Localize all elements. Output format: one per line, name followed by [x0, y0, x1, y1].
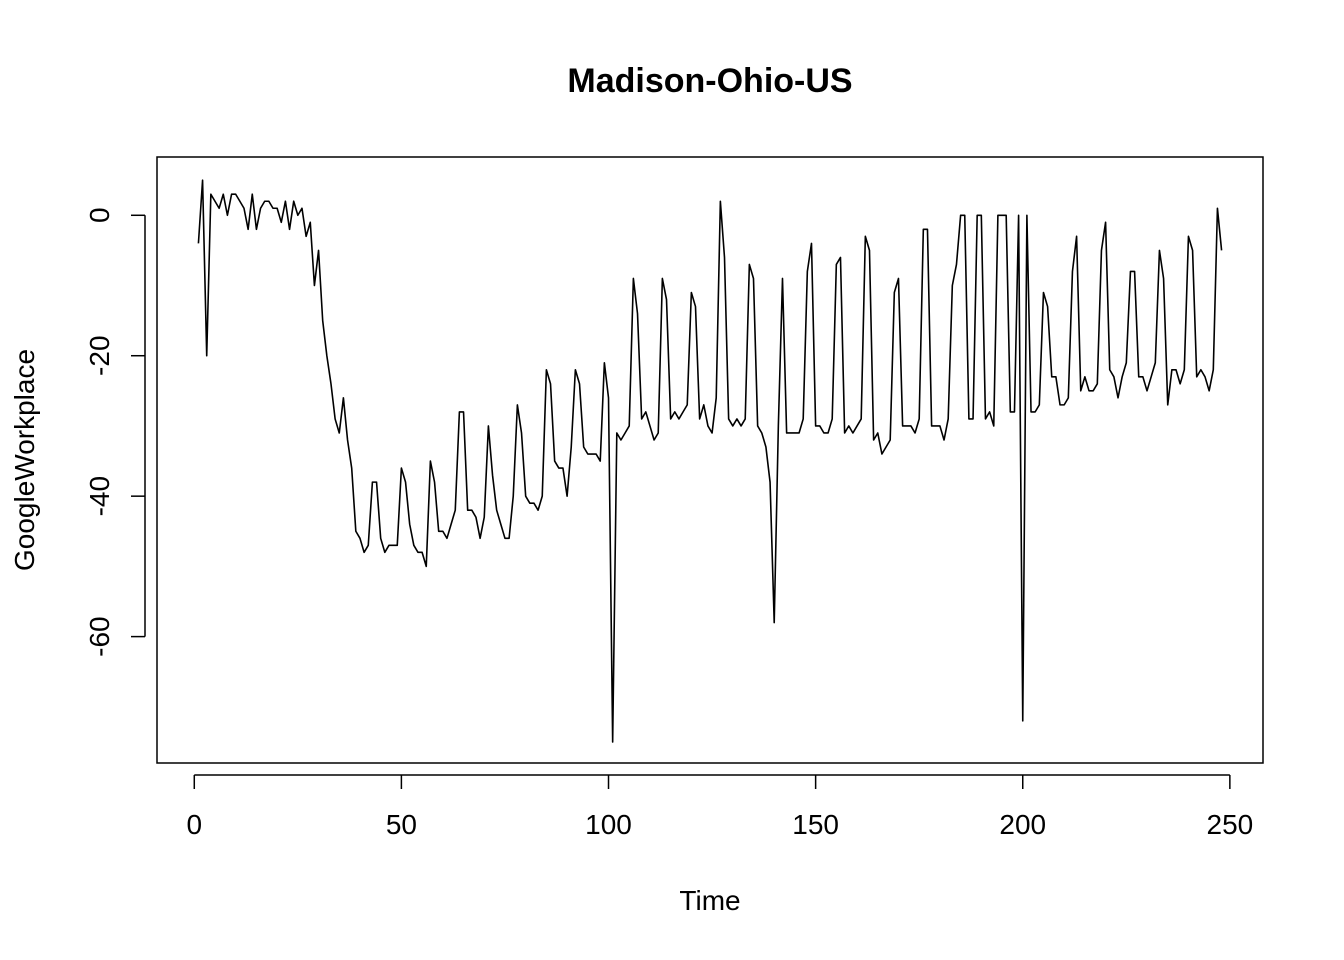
y-tick-label: -20 — [84, 335, 115, 375]
y-tick-label: -40 — [84, 476, 115, 516]
x-tick-label: 150 — [792, 809, 839, 840]
y-axis-label: GoogleWorkplace — [9, 349, 40, 571]
x-tick-label: 200 — [999, 809, 1046, 840]
x-tick-label: 100 — [585, 809, 632, 840]
x-tick-label: 250 — [1207, 809, 1254, 840]
y-tick-label: -60 — [84, 616, 115, 656]
x-axis-label: Time — [679, 885, 740, 916]
series-line-google-workplace — [197, 179, 1223, 743]
x-tick-label: 0 — [186, 809, 202, 840]
x-tick-label: 50 — [386, 809, 417, 840]
plot-area-frame — [156, 156, 1264, 764]
y-tick-label: 0 — [84, 207, 115, 223]
y-axis: 0 -20 -40 -60 — [84, 207, 146, 657]
chart-title: Madison-Ohio-US — [567, 62, 852, 100]
x-axis: 0 50 100 150 200 250 — [186, 774, 1254, 840]
